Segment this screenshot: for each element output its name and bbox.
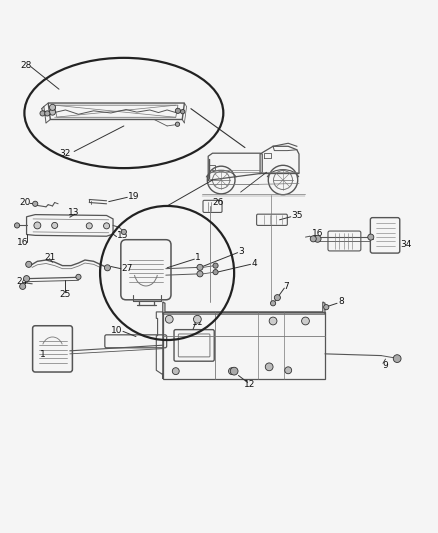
Circle shape [229,368,236,375]
Circle shape [76,274,81,279]
Circle shape [302,317,309,325]
Circle shape [175,108,180,114]
Circle shape [310,236,316,242]
Text: 10: 10 [111,326,122,335]
Circle shape [285,367,292,374]
Text: 8: 8 [338,297,344,306]
Circle shape [52,222,58,229]
Text: 16: 16 [17,238,28,247]
Text: 9: 9 [382,361,388,369]
Text: 25: 25 [59,289,71,298]
Circle shape [274,295,280,301]
Circle shape [104,265,110,271]
Circle shape [45,111,50,116]
Text: 35: 35 [292,211,303,220]
Text: 11: 11 [192,318,204,327]
Circle shape [166,316,173,323]
Circle shape [393,355,401,362]
Text: 24: 24 [17,277,28,286]
Circle shape [180,109,185,114]
Circle shape [26,261,32,268]
Circle shape [40,111,45,116]
Text: 7: 7 [283,282,289,291]
Circle shape [32,201,38,206]
Circle shape [265,363,273,371]
Text: 34: 34 [401,240,412,249]
Text: 15: 15 [117,231,129,240]
Circle shape [197,271,203,277]
Circle shape [194,316,201,323]
Text: 1: 1 [39,350,45,359]
Circle shape [24,276,30,281]
Circle shape [86,223,92,229]
Text: 28: 28 [20,61,32,70]
Circle shape [49,104,56,110]
Text: 19: 19 [128,191,140,200]
Circle shape [34,222,41,229]
Circle shape [103,223,110,229]
Text: 27: 27 [122,264,133,273]
Circle shape [324,304,329,310]
Circle shape [197,264,203,270]
Text: 16: 16 [312,229,324,238]
Text: 32: 32 [59,149,71,158]
Circle shape [14,223,20,228]
Circle shape [175,122,180,126]
Circle shape [121,229,127,235]
Circle shape [20,284,26,289]
Circle shape [230,367,238,375]
Circle shape [172,368,179,375]
Text: 26: 26 [212,198,224,207]
Text: 20: 20 [19,198,31,207]
Text: 4: 4 [251,259,257,268]
Text: 13: 13 [67,208,79,217]
Circle shape [213,263,218,268]
Text: 3: 3 [238,247,244,256]
Text: 21: 21 [44,253,55,262]
Circle shape [270,301,276,306]
Circle shape [213,270,218,274]
Circle shape [269,317,277,325]
Circle shape [368,234,374,240]
Text: 1: 1 [195,253,201,262]
Text: 12: 12 [244,379,255,389]
Circle shape [314,236,321,243]
Circle shape [49,109,56,115]
